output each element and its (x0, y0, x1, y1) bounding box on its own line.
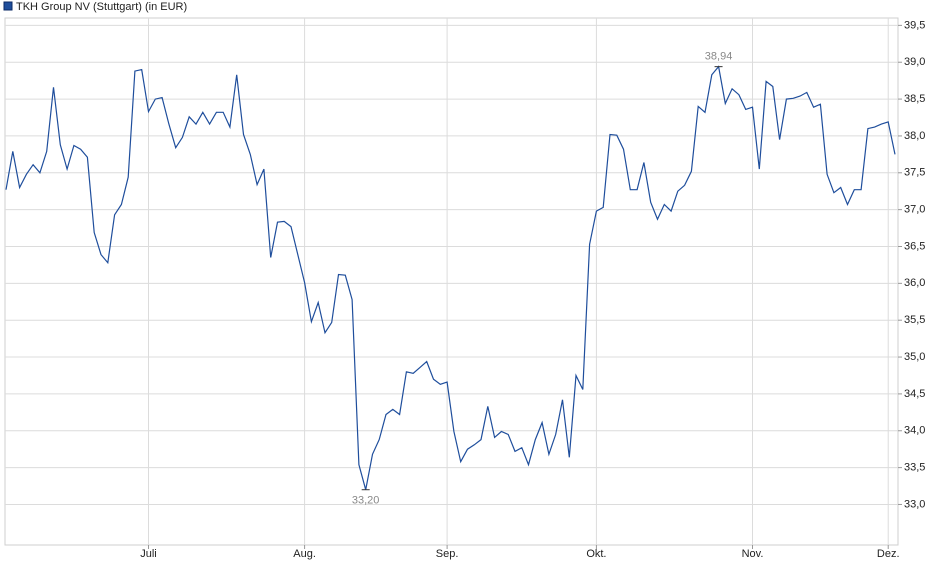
y-tick-label: 36,5 (904, 240, 925, 252)
x-tick-label: Nov. (742, 548, 764, 560)
x-tick-label: Aug. (293, 548, 316, 560)
y-tick-label: 34,0 (904, 425, 925, 437)
y-tick-label: 38,0 (904, 130, 925, 142)
x-tick-label: Okt. (586, 548, 606, 560)
y-tick-label: 38,5 (904, 93, 925, 105)
y-tick-label: 35,0 (904, 351, 925, 363)
y-tick-label: 34,5 (904, 388, 925, 400)
y-tick-label: 39,5 (904, 19, 925, 31)
price-line (5, 65, 896, 490)
x-tick-label: Dez. (877, 548, 900, 560)
y-tick-label: 37,0 (904, 204, 925, 216)
y-tick-label: 39,0 (904, 56, 925, 68)
y-tick-label: 36,0 (904, 277, 925, 289)
x-tick-label: Sep. (436, 548, 459, 560)
y-tick-label: 33,0 (904, 498, 925, 510)
legend-swatch (3, 1, 13, 11)
plot-frame (4, 17, 899, 546)
x-tick-label: Juli (140, 548, 157, 560)
y-tick-label: 37,5 (904, 167, 925, 179)
y-tick-label: 35,5 (904, 314, 925, 326)
value-label: 33,20 (352, 495, 380, 507)
y-tick-label: 33,5 (904, 462, 925, 474)
value-label: 38,94 (705, 51, 733, 63)
legend-label: TKH Group NV (Stuttgart) (in EUR) (16, 1, 187, 13)
